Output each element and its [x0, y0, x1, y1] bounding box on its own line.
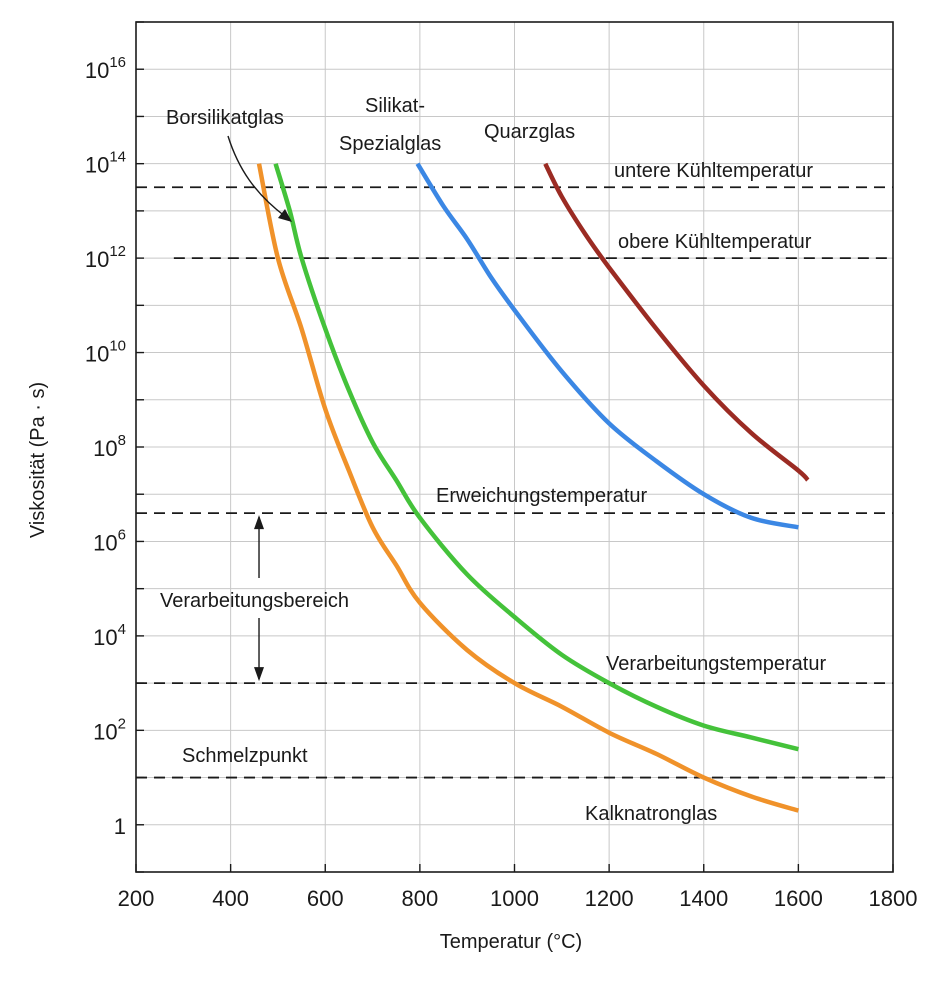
y-tick-label: 1012 [85, 243, 126, 272]
label-kalknatronglas: Kalknatronglas [585, 803, 717, 825]
x-tick-label: 800 [402, 886, 439, 911]
y-tick-label: 102 [93, 715, 126, 744]
label-verarbeitungsbereich: Verarbeitungsbereich [160, 590, 349, 612]
range-arrows [254, 515, 265, 682]
y-tick-label: 1 [114, 814, 126, 839]
y-tick-label: 1016 [85, 54, 126, 83]
x-tick-label: 600 [307, 886, 344, 911]
series-line-kalknatronglas [256, 163, 800, 813]
x-tick-label: 400 [212, 886, 249, 911]
label-silikat-line1: Silikat- [365, 95, 425, 117]
series-line-silikat-spezialglas [415, 162, 799, 530]
label-quarzglas: Quarzglas [484, 121, 575, 143]
x-tick-label: 1800 [869, 886, 918, 911]
x-tick-label: 1400 [679, 886, 728, 911]
y-tick-label: 104 [93, 621, 126, 650]
axis-ticks [135, 21, 894, 873]
range-arrow-down-head [254, 667, 265, 682]
y-tick-label: 1014 [85, 149, 126, 178]
range-arrow-up-head [254, 515, 265, 530]
label-obere-kuehltemperatur: obere Kühltemperatur [618, 231, 812, 253]
label-silikat-line2: Spezialglas [339, 133, 441, 155]
x-tick-label: 1000 [490, 886, 539, 911]
series-lines [256, 162, 810, 813]
y-tick-label: 106 [93, 526, 126, 555]
y-tick-labels: 1 102 104 106 108 1010 1012 1014 1016 [85, 54, 126, 839]
x-tick-labels: 200 400 600 800 1000 1200 1400 1600 1800 [118, 886, 918, 911]
label-borsilikatglas: Borsilikatglas [166, 107, 284, 129]
x-tick-label: 1600 [774, 886, 823, 911]
pointer-arrow [227, 135, 287, 218]
y-tick-label: 108 [93, 432, 126, 461]
x-axis-title: Temperatur (°C) [440, 931, 582, 953]
label-erweichungstemperatur: Erweichungstemperatur [436, 485, 648, 507]
label-schmelzpunkt: Schmelzpunkt [182, 745, 308, 767]
label-verarbeitungstemperatur: Verarbeitungstemperatur [606, 653, 826, 675]
series-line-borsilikatglas [273, 163, 799, 752]
label-untere-kuehltemperatur: untere Kühltemperatur [614, 160, 813, 182]
x-tick-label: 1200 [585, 886, 634, 911]
x-tick-label: 200 [118, 886, 155, 911]
y-tick-label: 1010 [85, 338, 126, 367]
series-line-quarzglas [543, 162, 810, 482]
pointer-arrowhead [278, 209, 292, 222]
y-axis-title: Viskosität (Pa · s) [27, 382, 49, 538]
